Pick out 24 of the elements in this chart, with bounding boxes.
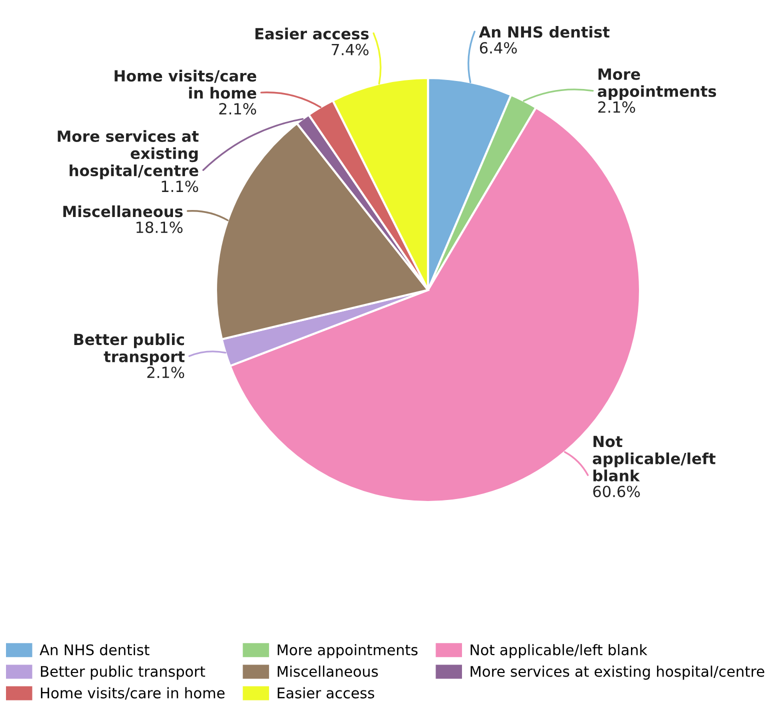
legend-label: Easier access [278,687,374,698]
slice-label: Better public transport [74,333,185,366]
data-label: 18.1% [136,222,183,234]
data-label: 2.1% [219,103,256,115]
data-label: 2.1% [598,101,636,113]
legend-label: More appointments [278,644,418,658]
slice-label: More services at existing hospital/centre [58,130,199,180]
data-label: 60.6% [593,486,640,498]
data-label: 6.4% [480,42,517,54]
legend-label: More services at existing hospital/centre [470,666,764,680]
slice-label: Miscellaneous [63,205,183,218]
data-label: 1.1% [162,180,198,192]
data-label: 7.4% [332,44,368,56]
legend-label: Home visits/care in home [40,687,225,700]
legend-label: Better public transport [40,666,206,680]
slice-label: More appointments [598,68,716,100]
legend-label: An NHS dentist [40,644,150,656]
legend-label: Not applicable/left blank [470,644,648,658]
legend-label: Miscellaneous [278,666,378,677]
slice-label: Not applicable/left blank [592,436,716,482]
slice-label: Easier access [255,28,369,40]
slice-label: Home visits/care in home [114,70,256,99]
slice-label: An NHS dentist [478,26,610,38]
data-label: 2.1% [147,366,184,378]
